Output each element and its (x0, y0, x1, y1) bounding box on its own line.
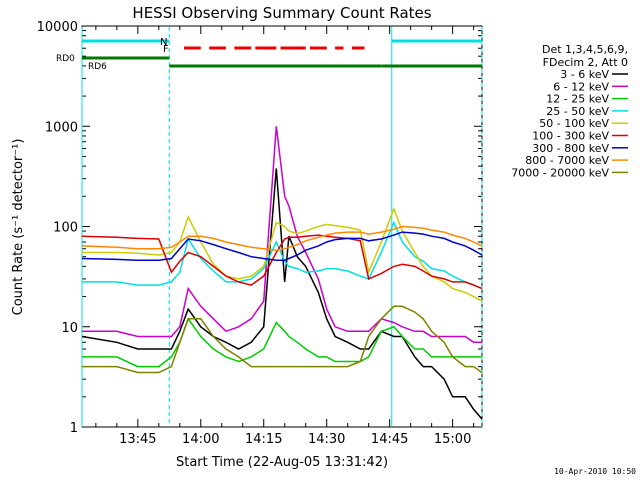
series-line-4 (82, 206, 483, 302)
series-line-2 (82, 317, 482, 368)
series-line-5 (81, 234, 483, 290)
legend-label: 6 - 12 keV (553, 80, 609, 93)
legend-label: 25 - 50 keV (546, 105, 609, 118)
x-tick-label: 13:45 (119, 432, 156, 447)
series-line-8 (82, 305, 483, 374)
legend-label: 800 - 7000 keV (525, 154, 609, 167)
x-axis-label: Start Time (22-Aug-05 13:31:42) (176, 455, 388, 470)
y-tick-label: 10000 (37, 20, 78, 35)
x-tick-label: 14:15 (245, 432, 282, 447)
x-axis: 13:45 14:00 14:15 14:30 14:45 15:00 (95, 26, 475, 447)
timestamp: 10-Apr-2010 10:50 (554, 467, 636, 476)
x-tick-label: 14:45 (371, 432, 408, 447)
x-tick-label: 15:00 (434, 432, 471, 447)
legend-label: 50 - 100 keV (539, 117, 609, 130)
y-axis-label: Count Rate (s⁻¹ detector⁻¹) (11, 139, 26, 316)
legend-header-line-2: FDecim 2, Att 0 (543, 56, 628, 69)
y-tick-label: 1000 (45, 120, 78, 135)
legend-label: 12 - 25 keV (546, 93, 609, 106)
x-tick-label: 14:00 (182, 432, 219, 447)
state-label-f: F (163, 44, 169, 55)
state-bars: NF RD0 RD6 (56, 37, 482, 72)
x-tick-label: 14:30 (308, 432, 345, 447)
y-axis: 1 10 100 1000 10000 (37, 20, 482, 436)
series-line-0 (81, 168, 483, 420)
legend-header-line-1: Det 1,3,4,5,6,9, (542, 43, 628, 56)
legend-label: 300 - 800 keV (532, 142, 609, 155)
y-tick-label: 10 (61, 321, 78, 336)
y-tick-label: 100 (53, 221, 78, 236)
state-label-n: N (160, 37, 167, 48)
series-line-6 (81, 231, 483, 262)
legend-label: 100 - 300 keV (532, 130, 609, 143)
legend-label: 7000 - 20000 keV (511, 166, 609, 179)
state-label-rd0: RD0 (56, 54, 75, 64)
series-line-1 (82, 126, 482, 344)
series-line-7 (81, 225, 483, 251)
legend: Det 1,3,4,5,6,9, FDecim 2, Att 0 3 - 6 k… (511, 43, 628, 179)
y-tick-label: 1 (70, 421, 78, 436)
series-lines (81, 126, 483, 420)
legend-label: 3 - 6 keV (560, 68, 609, 81)
chart-title: HESSI Observing Summary Count Rates (132, 4, 431, 22)
series-line-3 (82, 220, 483, 290)
state-label-rd6: RD6 (88, 62, 107, 72)
